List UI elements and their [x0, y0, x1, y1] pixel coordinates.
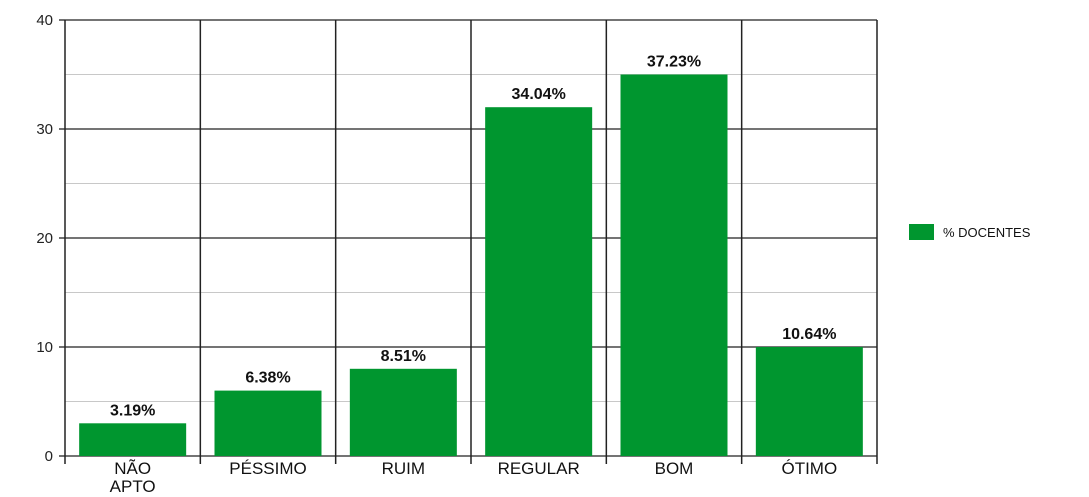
x-tick-label: NÃO APTO [110, 459, 156, 496]
bar [755, 347, 863, 456]
bar [79, 423, 187, 456]
bar [349, 368, 457, 456]
x-tick-label: RUIM [382, 459, 425, 478]
bars [79, 74, 863, 456]
y-tick-label: 20 [36, 230, 53, 247]
axes: 0 10 20 30 40 NÃO APTO PÉSSIMO RUIM REGULAR BOM ÓTI… [36, 12, 837, 496]
data-label: 10.64% [782, 326, 836, 343]
legend-label: % DOCENTES [943, 225, 1031, 240]
y-tick-label: 10 [36, 339, 53, 356]
y-tick-label: 0 [45, 448, 53, 465]
x-tick-label: ÓTIMO [781, 459, 837, 478]
bar [620, 74, 728, 456]
data-label: 34.04% [512, 86, 566, 103]
data-label: 37.23% [647, 54, 701, 71]
bar [485, 107, 593, 456]
data-label: 6.38% [245, 370, 290, 387]
bar [214, 390, 322, 456]
y-tick-label: 30 [36, 121, 53, 138]
legend: % DOCENTES [909, 224, 1031, 240]
labels: 3.19% 6.38% 8.51% 34.04% 37.23% 10.64% [110, 54, 836, 420]
data-label: 3.19% [110, 402, 155, 419]
x-tick-label: BOM [655, 459, 694, 478]
grid [64, 19, 878, 464]
legend-swatch [909, 224, 934, 240]
data-label: 8.51% [381, 348, 426, 365]
x-tick-label: REGULAR [498, 459, 580, 478]
x-tick-label: PÉSSIMO [229, 459, 306, 478]
y-tick-label: 40 [36, 12, 53, 29]
